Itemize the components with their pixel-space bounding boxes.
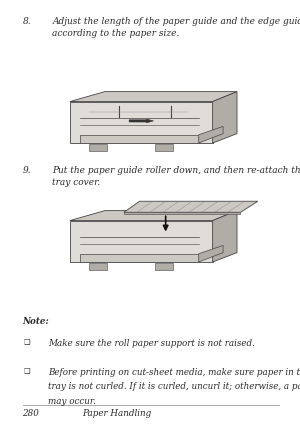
Text: Before printing on cut-sheet media, make sure paper in the paper: Before printing on cut-sheet media, make… (48, 368, 300, 377)
Polygon shape (80, 135, 199, 143)
Text: 9.: 9. (22, 166, 31, 175)
Polygon shape (213, 211, 237, 262)
Text: tray is not curled. If it is curled, uncurl it; otherwise, a paper jam: tray is not curled. If it is curled, unc… (48, 382, 300, 391)
FancyBboxPatch shape (155, 144, 172, 151)
Text: 280: 280 (22, 409, 39, 418)
Polygon shape (199, 246, 223, 262)
FancyArrow shape (129, 119, 154, 123)
Polygon shape (124, 201, 258, 212)
Polygon shape (213, 92, 237, 143)
Text: Put the paper guide roller down, and then re-attach the paper
tray cover.: Put the paper guide roller down, and the… (52, 166, 300, 187)
Polygon shape (80, 254, 199, 262)
FancyBboxPatch shape (89, 144, 106, 151)
Text: Note:: Note: (22, 317, 49, 326)
Text: Paper Handling: Paper Handling (82, 409, 152, 418)
FancyBboxPatch shape (70, 221, 213, 262)
Text: may occur.: may occur. (48, 397, 96, 405)
Text: ❑: ❑ (24, 339, 31, 345)
Text: 8.: 8. (22, 17, 31, 26)
FancyBboxPatch shape (89, 263, 106, 270)
Text: Adjust the length of the paper guide and the edge guide
according to the paper s: Adjust the length of the paper guide and… (52, 17, 300, 38)
Polygon shape (70, 92, 237, 102)
Text: ❑: ❑ (24, 368, 31, 374)
Polygon shape (199, 127, 223, 143)
FancyBboxPatch shape (70, 102, 213, 143)
Polygon shape (70, 211, 237, 221)
Text: Make sure the roll paper support is not raised.: Make sure the roll paper support is not … (48, 339, 255, 348)
FancyBboxPatch shape (155, 263, 172, 270)
Polygon shape (124, 212, 241, 214)
